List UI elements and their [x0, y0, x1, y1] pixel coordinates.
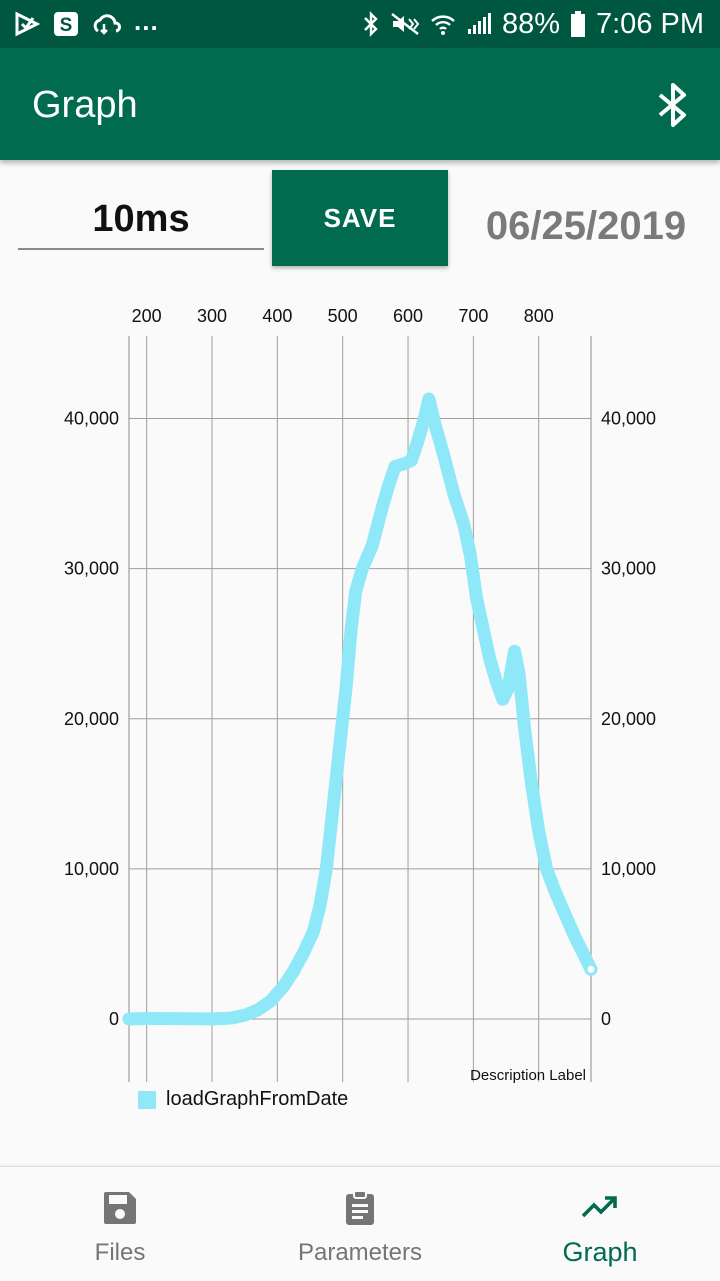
- chart-description: Description Label: [470, 1067, 586, 1084]
- save-button[interactable]: SAVE: [272, 170, 448, 266]
- signal-icon: [467, 13, 491, 34]
- chart-legend: loadGraphFromDate: [138, 1088, 348, 1111]
- y-tick-label-left: 30,000: [64, 559, 119, 579]
- x-tick-label: 600: [393, 306, 423, 326]
- mute-icon: [391, 13, 420, 35]
- x-tick-label: 500: [328, 306, 358, 326]
- page-title: Graph: [32, 84, 138, 126]
- wifi-icon: [431, 15, 455, 35]
- bottom-navigation: Files Parameters Graph: [0, 1166, 720, 1281]
- y-tick-label-right: 40,000: [601, 409, 656, 429]
- chart: 200 300 400 500 600 700 800 0 0 10,000 10,000 20,00…: [0, 290, 720, 1130]
- status-bar: S ... 88%: [0, 0, 720, 48]
- x-tick-label: 200: [132, 306, 162, 326]
- svg-text:S: S: [60, 15, 73, 36]
- x-tick-label: 300: [197, 306, 227, 326]
- y-tick-label-right: 10,000: [601, 859, 656, 879]
- legend-label: loadGraphFromDate: [166, 1088, 349, 1110]
- y-tick-label-left: 10,000: [64, 859, 119, 879]
- y-tick-label-left: 40,000: [64, 409, 119, 429]
- nav-item-files[interactable]: Files: [0, 1167, 240, 1281]
- y-tick-label-right: 30,000: [601, 559, 656, 579]
- cloud-sync-icon: [93, 14, 121, 35]
- clipboard-icon: [346, 1190, 374, 1225]
- nav-label-graph: Graph: [562, 1237, 638, 1267]
- status-left-icons: S ...: [14, 5, 159, 40]
- s-app-icon: S: [54, 12, 78, 36]
- interval-value[interactable]: 10ms: [92, 198, 190, 240]
- status-right-icons: 88% 7:06 PM: [362, 8, 704, 40]
- trending-up-icon: [581, 1196, 617, 1218]
- nav-item-graph[interactable]: Graph: [480, 1167, 720, 1281]
- y-tick-label-right: 0: [601, 1009, 611, 1029]
- date-label: 06/25/2019: [485, 204, 687, 248]
- app-bar: Graph: [0, 48, 720, 160]
- save-icon: [104, 1192, 136, 1224]
- play-store-icon: [15, 11, 40, 37]
- nav-label-parameters: Parameters: [297, 1239, 423, 1266]
- x-tick-label: 700: [458, 306, 488, 326]
- data-point: [584, 962, 598, 976]
- y-tick-label-right: 20,000: [601, 709, 656, 729]
- bluetooth-icon: [364, 11, 378, 37]
- battery-icon: [571, 11, 585, 37]
- chart-canvas[interactable]: 200 300 400 500 600 700 800 0 0 10,000 10,000 20,00…: [0, 290, 720, 1090]
- series-points: [122, 392, 598, 1026]
- battery-percent: 88%: [501, 7, 560, 40]
- status-overflow: ...: [134, 5, 159, 36]
- nav-label-files: Files: [94, 1239, 146, 1266]
- x-tick-label: 800: [524, 306, 554, 326]
- bluetooth-icon[interactable]: [656, 82, 690, 128]
- y-tick-label-left: 0: [109, 1009, 119, 1029]
- interval-input[interactable]: 10ms: [18, 188, 264, 250]
- status-time: 7:06 PM: [596, 7, 704, 40]
- legend-swatch: [138, 1090, 156, 1109]
- y-tick-label-left: 20,000: [64, 709, 119, 729]
- nav-item-parameters[interactable]: Parameters: [240, 1167, 480, 1281]
- x-tick-label: 400: [262, 306, 292, 326]
